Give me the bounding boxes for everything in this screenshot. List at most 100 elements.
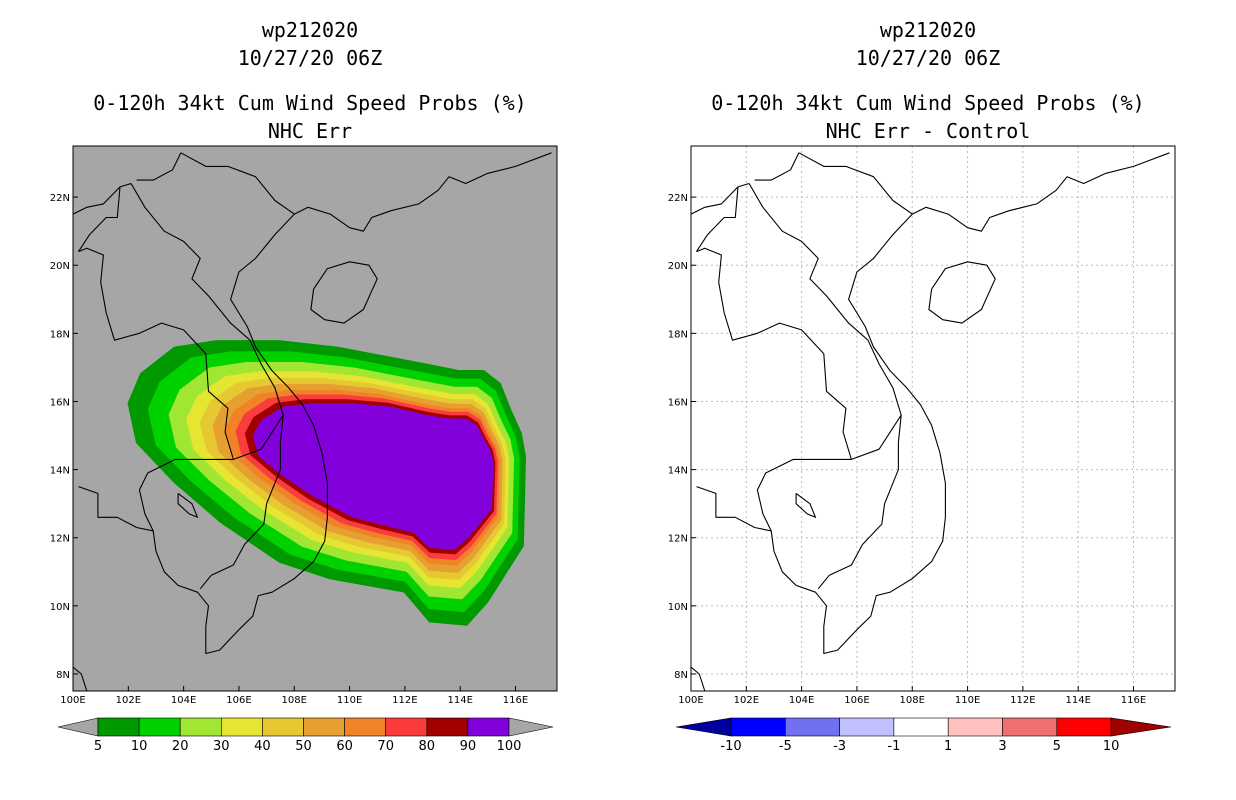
tonle-sap-lake xyxy=(177,492,199,518)
hainan-island xyxy=(310,261,378,324)
colorbar-high-arrow xyxy=(508,717,554,737)
country-border xyxy=(696,182,750,252)
malay-coastline xyxy=(73,666,88,691)
lon-label: 108E xyxy=(900,695,925,706)
hainan-island xyxy=(928,261,996,324)
country-border xyxy=(78,182,132,252)
china-coastline xyxy=(798,152,1170,232)
country-border xyxy=(78,247,234,460)
right-map-frame xyxy=(690,145,1176,692)
colorbar-label: -10 xyxy=(720,739,741,754)
colorbar-label: 10 xyxy=(1103,739,1120,754)
colorbar-label: 50 xyxy=(295,739,312,754)
left-map-panel: 22N 20N 18N 16N 14N 12N 10N 8N 100E 102E 104E 106E 1… xyxy=(50,145,558,706)
colorbar-label: -5 xyxy=(779,739,792,754)
colorbar-swatch xyxy=(784,717,840,737)
right-title-datetime: 10/27/20 06Z xyxy=(855,46,1001,70)
lon-label: 100E xyxy=(60,695,85,706)
colorbar-swatch xyxy=(947,717,1003,737)
lon-label: 100E xyxy=(678,695,703,706)
colorbar-swatch xyxy=(221,717,263,737)
colorbar-label: 90 xyxy=(460,739,477,754)
colorbar-swatch xyxy=(426,717,469,737)
lon-label: 104E xyxy=(789,695,814,706)
colorbar-swatch xyxy=(730,717,786,737)
lat-label: 12N xyxy=(668,534,688,545)
lat-label: 18N xyxy=(50,329,70,340)
lon-label: 106E xyxy=(226,695,251,706)
right-title-product: 0-120h 34kt Cum Wind Speed Probs (%) xyxy=(711,91,1145,115)
colorbar-swatch xyxy=(344,717,387,737)
lon-label: 110E xyxy=(337,695,362,706)
lat-label: 8N xyxy=(674,670,688,681)
country-border xyxy=(136,152,182,181)
lon-label: 114E xyxy=(447,695,472,706)
lon-label: 112E xyxy=(1010,695,1035,706)
colorbar-swatch xyxy=(839,717,895,737)
lat-label: 14N xyxy=(668,466,688,477)
country-border xyxy=(696,247,852,460)
colorbar-label: 80 xyxy=(419,739,436,754)
lat-label: 20N xyxy=(50,261,70,272)
china-coastline xyxy=(180,152,552,232)
right-title-storm-id: wp212020 xyxy=(879,18,977,42)
colorbar-label: 60 xyxy=(336,739,353,754)
lon-label: 116E xyxy=(1121,695,1146,706)
lat-label: 10N xyxy=(50,602,70,613)
lat-label: 20N xyxy=(668,261,688,272)
colorbar-label: 3 xyxy=(998,739,1006,754)
right-colorbar: -10 -5 -3 -1 1 3 5 10 xyxy=(675,717,1172,754)
lat-label: 12N xyxy=(50,534,70,545)
left-map-content xyxy=(73,152,552,691)
right-map-content xyxy=(691,146,1175,691)
colorbar-swatch xyxy=(385,717,428,737)
colorbar-low-arrow xyxy=(675,717,732,737)
lon-label: 108E xyxy=(282,695,307,706)
colorbar-label: 1 xyxy=(944,739,952,754)
lat-label: 10N xyxy=(668,602,688,613)
right-title-experiment: NHC Err - Control xyxy=(825,119,1031,143)
indochina-coastline xyxy=(696,213,946,655)
colorbar-label: -3 xyxy=(833,739,846,754)
colorbar-low-arrow xyxy=(57,717,99,737)
lon-label: 112E xyxy=(392,695,417,706)
country-border xyxy=(73,186,121,215)
lat-label: 16N xyxy=(50,397,70,408)
colorbar-high-arrow xyxy=(1110,717,1172,737)
lon-label: 102E xyxy=(116,695,141,706)
left-title-product: 0-120h 34kt Cum Wind Speed Probs (%) xyxy=(93,91,527,115)
colorbar-label: 100 xyxy=(497,739,522,754)
colorbar-swatch xyxy=(97,717,140,737)
left-title-experiment: NHC Err xyxy=(267,119,353,143)
colorbar-label: 30 xyxy=(213,739,230,754)
lat-label: 22N xyxy=(668,193,688,204)
colorbar-swatch xyxy=(303,717,345,737)
left-map-frame xyxy=(72,145,558,692)
right-map-background xyxy=(691,146,1175,691)
colorbar-swatch xyxy=(1056,717,1112,737)
prob-contour-90 xyxy=(252,403,494,550)
lat-label: 16N xyxy=(668,397,688,408)
left-title-datetime: 10/27/20 06Z xyxy=(237,46,383,70)
colorbar-label: 10 xyxy=(131,739,148,754)
colorbar-swatch xyxy=(179,717,222,737)
lat-label: 14N xyxy=(50,466,70,477)
tonle-sap-lake xyxy=(795,492,817,518)
country-border xyxy=(138,414,284,532)
colorbar-label: -1 xyxy=(887,739,900,754)
left-title-storm-id: wp212020 xyxy=(261,18,359,42)
lat-label: 22N xyxy=(50,193,70,204)
left-colorbar: 5 10 20 30 40 50 60 70 80 90 100 xyxy=(57,717,554,754)
lon-label: 106E xyxy=(844,695,869,706)
country-border xyxy=(130,183,284,590)
lon-label: 116E xyxy=(503,695,528,706)
lon-label: 110E xyxy=(955,695,980,706)
colorbar-label: 40 xyxy=(254,739,271,754)
country-border xyxy=(691,186,739,215)
colorbar-swatch xyxy=(262,717,304,737)
malay-coastline xyxy=(691,666,706,691)
country-border xyxy=(754,152,800,181)
colorbar-label: 70 xyxy=(377,739,394,754)
lat-label: 8N xyxy=(56,670,70,681)
